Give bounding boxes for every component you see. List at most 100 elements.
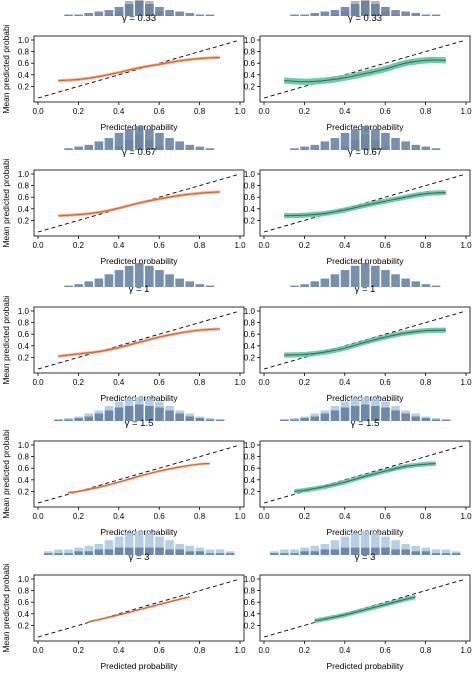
hist-bar: [421, 551, 431, 555]
hist-bar: [290, 553, 299, 555]
hist-bar-overlay: [340, 536, 350, 555]
panel-r3-c2: γ = 10.0 0.2 0.4 0.6 0.8 1.00.20.40.60.81.0Pr…: [244, 263, 472, 403]
x-axis-label: Predicted probability: [100, 661, 178, 671]
confidence-band: [58, 190, 220, 218]
y-tick-label: 0.4: [18, 476, 30, 485]
x-tick-label: 0.2: [73, 646, 85, 655]
y-tick-label: 1.0: [244, 575, 256, 584]
hist-bar: [195, 418, 205, 421]
x-tick-label: 0.8: [420, 646, 432, 655]
calibration-line: [294, 463, 436, 492]
hist-bar: [175, 549, 184, 555]
y-tick-label: 0.2: [18, 487, 30, 496]
hist-bar: [391, 10, 400, 16]
y-tick-label: 0.6: [244, 59, 256, 68]
hist-bar: [451, 553, 461, 555]
hist-bar: [421, 418, 431, 421]
hist-bar: [54, 419, 63, 421]
x-tick-label: 0.8: [194, 646, 206, 655]
hist-bar: [215, 553, 225, 555]
plot-frame: [33, 35, 245, 103]
hist-bar-overlay: [391, 540, 400, 555]
x-tick-label: 0.6: [380, 512, 392, 521]
hist-bar: [320, 278, 330, 287]
hist-bar-overlay: [270, 551, 279, 555]
y-tick-label: 0.8: [18, 453, 30, 462]
x-tick-label: 0.4: [339, 646, 351, 655]
hist-bar: [225, 553, 235, 555]
hist-bar-overlay: [205, 549, 215, 555]
y-tick-label: 0.8: [244, 587, 256, 596]
hist-bar: [391, 274, 400, 287]
plot-frame: [259, 574, 471, 642]
calibration-line: [284, 59, 446, 83]
y-tick-label: 0.4: [18, 71, 30, 80]
hist-bar: [300, 284, 309, 287]
hist-bar: [185, 281, 195, 287]
hist-bar: [155, 7, 164, 16]
calibration-line: [88, 596, 190, 623]
hist-bar: [431, 553, 441, 555]
y-tick-label: 0.8: [244, 319, 256, 328]
hist-bar: [165, 10, 174, 16]
plot-frame: [33, 574, 245, 642]
hist-bar: [300, 418, 309, 421]
x-tick-label: 0.8: [420, 107, 432, 116]
plot-frame: [33, 306, 245, 374]
x-tick-label: 0.2: [73, 378, 85, 387]
y-tick-label: 1.0: [244, 170, 256, 179]
y-tick-label: 0.2: [244, 82, 256, 91]
y-tick-label: 0.4: [18, 342, 30, 351]
hist-bar-overlay: [411, 545, 421, 555]
hist-bar: [290, 14, 299, 16]
x-tick-label: 0.8: [194, 107, 206, 116]
x-axis-label: Predicted probability: [326, 256, 404, 266]
x-tick-label: 0.2: [299, 107, 311, 116]
histogram: [290, 0, 441, 16]
x-tick-label: 1.0: [460, 512, 472, 521]
reference-line: [37, 578, 241, 638]
hist-bar-overlay: [165, 540, 174, 555]
panel-title: γ = 0.67: [122, 147, 156, 158]
hist-bar: [401, 549, 410, 555]
x-tick-label: 0.0: [32, 241, 44, 250]
panel-r4-c1: γ = 1.5 0.0 0.2 0.4 0.6 0.8 1.0 0.2 0.4 0.6 0.8 1.0…: [1, 397, 246, 537]
hist-bar-overlay: [215, 549, 225, 555]
hist-bar: [411, 144, 421, 150]
hist-bar: [134, 263, 144, 287]
hist-bar-overlay: [225, 551, 235, 555]
y-tick-label: 0.4: [18, 205, 30, 214]
panel-r1-c1: γ = 0.33 0.0 0.2 0.4 0.6 0.8 1.0 0.2 0.4 0.6 0.8 1.…: [1, 0, 246, 132]
x-tick-label: 0.4: [113, 241, 125, 250]
y-tick-label: 0.2: [244, 353, 256, 362]
hist-bar-overlay: [155, 536, 164, 555]
hist-bar: [310, 144, 320, 150]
hist-bar: [145, 129, 154, 150]
hist-bar: [350, 265, 360, 287]
histogram: [280, 397, 451, 421]
hist-bar: [350, 4, 360, 16]
panel-r5-c1: γ = 3 0.0 0.2 0.4 0.6 0.8 1.0 0.2 0.4 0.6 0.8 1.0 Pr…: [1, 531, 246, 671]
reference-line: [37, 444, 241, 504]
x-tick-label: 0.8: [194, 241, 206, 250]
y-tick-label: 0.8: [18, 587, 30, 596]
x-tick-label: 0.8: [420, 512, 432, 521]
hist-bar: [401, 278, 410, 287]
hist-bar: [195, 551, 205, 555]
hist-bar: [165, 549, 174, 555]
hist-bar: [74, 551, 83, 555]
y-tick-label: 0.6: [18, 330, 30, 339]
y-tick-label: 1.0: [244, 36, 256, 45]
hist-bar: [330, 10, 340, 16]
hist-bar: [381, 7, 390, 16]
hist-bar: [124, 129, 134, 150]
plot-frame: [33, 440, 245, 508]
y-tick-label: 1.0: [18, 575, 30, 584]
hist-bar: [310, 551, 320, 555]
hist-bar: [124, 4, 134, 16]
hist-bar: [64, 285, 73, 287]
y-axis-label: Mean predicted probabi: [1, 24, 11, 113]
hist-bar: [371, 547, 380, 555]
hist-bar: [94, 549, 104, 555]
x-tick-label: 1.0: [460, 646, 472, 655]
